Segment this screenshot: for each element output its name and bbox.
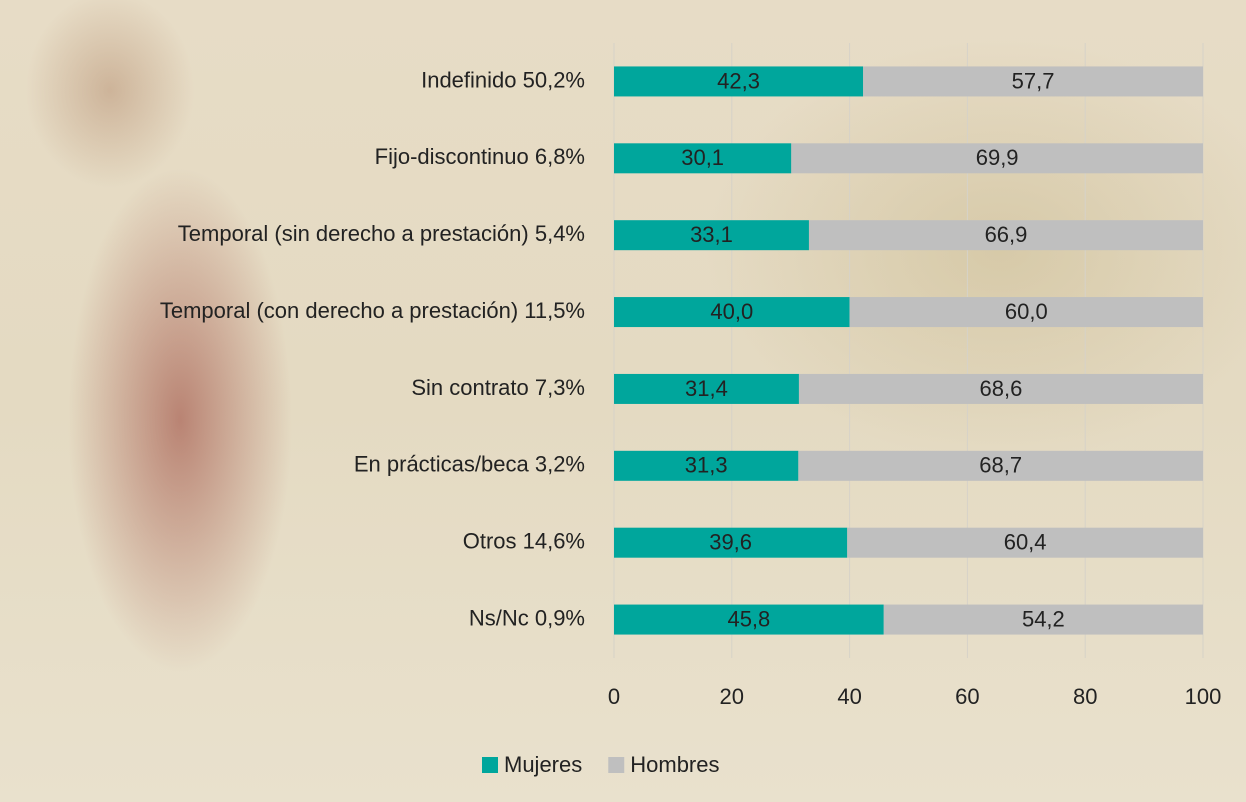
data-label: 39,6 [709,530,752,555]
bar-segment [614,220,809,251]
bar-segment [808,220,1203,251]
data-label: 57,7 [1012,68,1055,93]
bar-segment [614,297,850,328]
x-tick-label: 100 [1185,684,1222,709]
bar-segment [849,297,1203,328]
data-label: 42,3 [717,68,760,93]
data-label: 31,4 [685,376,728,401]
bar-segment [883,604,1203,635]
data-label: 60,0 [1005,299,1048,324]
y-tick-label: Fijo-discontinuo 6,8% [375,144,585,169]
bar-segment [614,373,799,404]
y-tick-label: Indefinido 50,2% [421,67,585,92]
bar-segment [614,143,792,174]
y-tick-label: Ns/Nc 0,9% [469,605,585,630]
y-tick-label: En prácticas/beca 3,2% [354,452,585,477]
x-tick-label: 0 [608,684,620,709]
y-tick-label: Sin contrato 7,3% [411,375,585,400]
x-tick-label: 60 [955,684,979,709]
bar-segment [614,527,848,558]
bar-segment [863,66,1203,97]
bar-segment [798,450,1203,481]
legend-label: Hombres [630,752,719,777]
y-tick-label: Temporal (sin derecho a prestación) 5,4% [178,221,585,246]
data-label: 66,9 [985,222,1028,247]
data-label: 68,7 [979,453,1022,478]
bar-segment [614,450,799,481]
data-label: 33,1 [690,222,733,247]
legend-label: Mujeres [504,752,582,777]
x-tick-label: 40 [837,684,861,709]
bar-segment [791,143,1203,174]
data-label: 40,0 [710,299,753,324]
bar-segment [614,604,884,635]
bar-segment [614,66,864,97]
y-tick-label: Temporal (con derecho a prestación) 11,5… [160,298,585,323]
data-label: 54,2 [1022,606,1065,631]
x-tick-label: 20 [720,684,744,709]
data-label: 45,8 [727,606,770,631]
data-label: 30,1 [681,145,724,170]
data-label: 69,9 [976,145,1019,170]
y-tick-label: Otros 14,6% [463,529,585,554]
data-label: 68,6 [980,376,1023,401]
data-label: 60,4 [1004,530,1047,555]
x-tick-label: 80 [1073,684,1097,709]
data-label: 31,3 [685,453,728,478]
legend-swatch [482,757,498,773]
bar-segment [798,373,1203,404]
bar-segment [847,527,1203,558]
legend-swatch [608,757,625,773]
